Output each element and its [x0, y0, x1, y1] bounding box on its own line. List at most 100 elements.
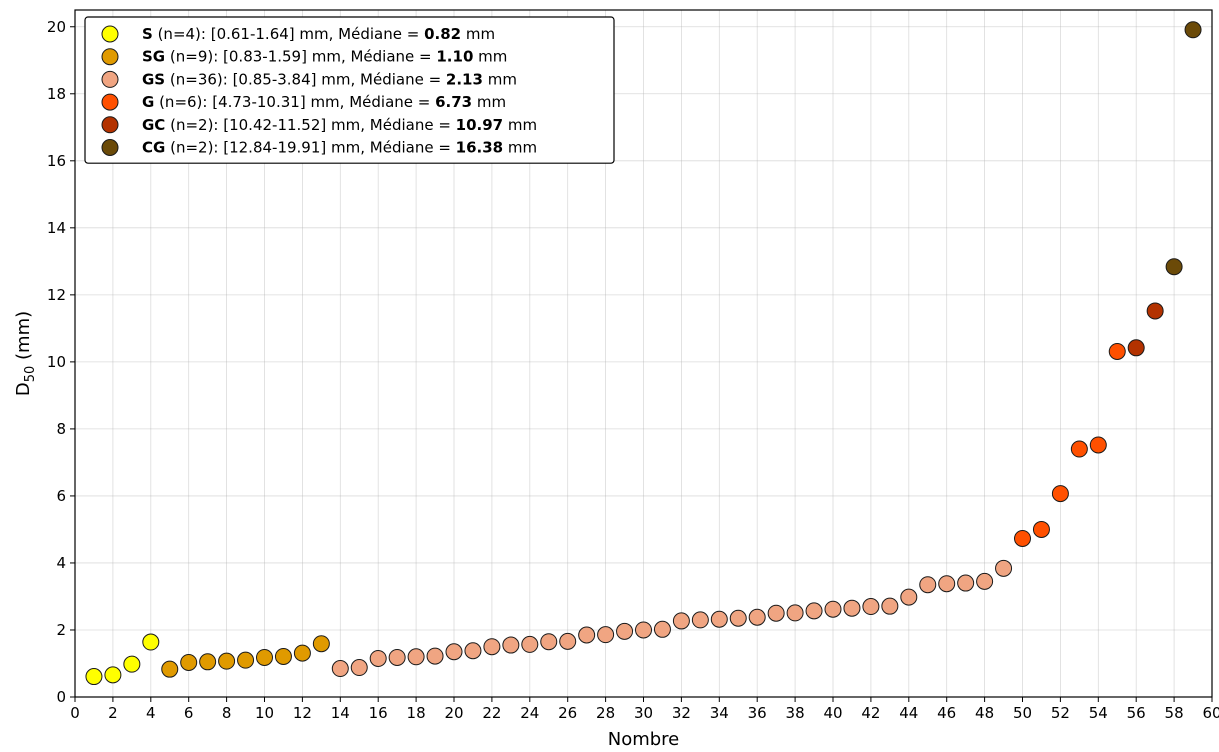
x-tick-label: 48: [975, 704, 994, 722]
legend-label: G (n=6): [4.73-10.31] mm, Médiane = 6.73…: [142, 93, 506, 111]
legend-range: (n=2): [10.42-11.52] mm, Médiane =: [165, 116, 455, 134]
data-point-sg: [237, 651, 255, 669]
legend-series-name: GS: [142, 70, 165, 88]
data-point-gs: [559, 632, 577, 650]
x-tick-label: 38: [786, 704, 805, 722]
x-tick-label: 2: [108, 704, 118, 722]
data-point-gs: [483, 638, 501, 656]
data-point-gs: [578, 626, 596, 644]
data-point-sg: [180, 653, 198, 671]
data-point-gs: [957, 574, 975, 592]
data-point-s: [142, 633, 160, 651]
legend-marker: [101, 116, 119, 134]
legend-series-name: S: [142, 25, 153, 43]
x-tick-label: 30: [634, 704, 653, 722]
legend-median: 2.13: [446, 70, 483, 88]
y-axis-title-subscript: 50: [23, 366, 38, 383]
data-point-s: [123, 655, 141, 673]
y-tick-label: 18: [47, 85, 66, 103]
legend-marker: [101, 139, 119, 156]
data-point-sg: [161, 660, 179, 678]
x-tick-label: 54: [1089, 704, 1108, 722]
data-point-gs: [464, 642, 482, 660]
x-tick-label: 34: [710, 704, 729, 722]
x-tick-label: 22: [482, 704, 501, 722]
x-tick-label: 8: [222, 704, 232, 722]
data-point-sg: [293, 644, 311, 662]
data-point-gs: [502, 636, 520, 654]
x-tick-label: 6: [184, 704, 194, 722]
data-point-s: [85, 668, 103, 686]
data-point-gs: [616, 622, 634, 640]
legend-range: (n=6): [4.73-10.31] mm, Médiane =: [154, 93, 435, 111]
data-point-s: [104, 666, 122, 684]
data-point-g: [1108, 342, 1126, 360]
y-axis-title-unit: (mm): [13, 311, 34, 366]
y-tick-label: 20: [47, 18, 66, 36]
y-tick-label: 14: [47, 219, 66, 237]
y-tick-label: 4: [56, 554, 66, 572]
legend-series-name: CG: [142, 139, 165, 157]
legend-unit: mm: [503, 116, 537, 134]
data-point-gs: [597, 626, 615, 644]
data-point-gs: [805, 602, 823, 620]
data-point-g: [1051, 485, 1069, 503]
data-point-gs: [900, 588, 918, 606]
legend-marker: [101, 25, 119, 43]
legend-range: (n=36): [0.85-3.84] mm, Médiane =: [165, 70, 446, 88]
data-point-gs: [919, 576, 937, 594]
legend-entry-sg: SG (n=9): [0.83-1.59] mm, Médiane = 1.10…: [101, 48, 507, 66]
legend-entry-g: G (n=6): [4.73-10.31] mm, Médiane = 6.73…: [101, 93, 506, 111]
legend-range: (n=9): [0.83-1.59] mm, Médiane =: [165, 48, 436, 66]
x-tick-label: 58: [1165, 704, 1184, 722]
legend-range: (n=4): [0.61-1.64] mm, Médiane =: [153, 25, 424, 43]
y-axis-title: D50 (mm): [13, 311, 38, 396]
legend-unit: mm: [461, 25, 495, 43]
x-tick-label: 4: [146, 704, 156, 722]
data-point-gs: [369, 649, 387, 667]
data-point-gs: [331, 660, 349, 678]
data-point-sg: [218, 652, 236, 670]
x-tick-label: 18: [407, 704, 426, 722]
legend-unit: mm: [473, 48, 507, 66]
y-tick-label: 12: [47, 286, 66, 304]
data-points: [85, 21, 1202, 686]
data-point-cg: [1184, 21, 1202, 39]
legend-entry-gc: GC (n=2): [10.42-11.52] mm, Médiane = 10…: [101, 116, 537, 134]
data-point-gs: [995, 559, 1013, 577]
data-point-g: [1032, 520, 1050, 538]
y-tick-label: 6: [56, 487, 66, 505]
legend-unit: mm: [503, 139, 537, 157]
x-tick-label: 10: [255, 704, 274, 722]
y-tick-label: 16: [47, 152, 66, 170]
x-tick-label: 42: [861, 704, 880, 722]
data-point-gs: [938, 575, 956, 593]
y-axis-title-main: D: [13, 382, 34, 396]
legend-entry-cg: CG (n=2): [12.84-19.91] mm, Médiane = 16…: [101, 139, 537, 157]
legend-series-name: SG: [142, 48, 165, 66]
data-point-gs: [653, 620, 671, 638]
data-point-gs: [445, 643, 463, 661]
data-point-gs: [350, 659, 368, 677]
x-axis-title: Nombre: [608, 729, 680, 750]
data-point-sg: [199, 653, 217, 671]
data-point-gc: [1146, 302, 1164, 320]
data-point-gs: [521, 635, 539, 653]
data-point-g: [1014, 529, 1031, 547]
x-tick-label: 46: [937, 704, 956, 722]
data-point-gs: [976, 572, 994, 590]
data-point-gs: [843, 599, 861, 617]
data-point-gs: [748, 608, 766, 626]
x-tick-label: 20: [444, 704, 463, 722]
x-tick-label: 26: [558, 704, 577, 722]
data-point-g: [1070, 440, 1088, 458]
data-point-gs: [388, 648, 406, 666]
legend-series-name: GC: [142, 116, 165, 134]
legend-series-name: G: [142, 93, 154, 111]
data-point-gs: [710, 610, 728, 628]
data-point-sg: [274, 647, 292, 665]
data-point-sg: [256, 648, 273, 666]
legend-range: (n=2): [12.84-19.91] mm, Médiane =: [165, 139, 455, 157]
data-point-gs: [767, 604, 785, 622]
